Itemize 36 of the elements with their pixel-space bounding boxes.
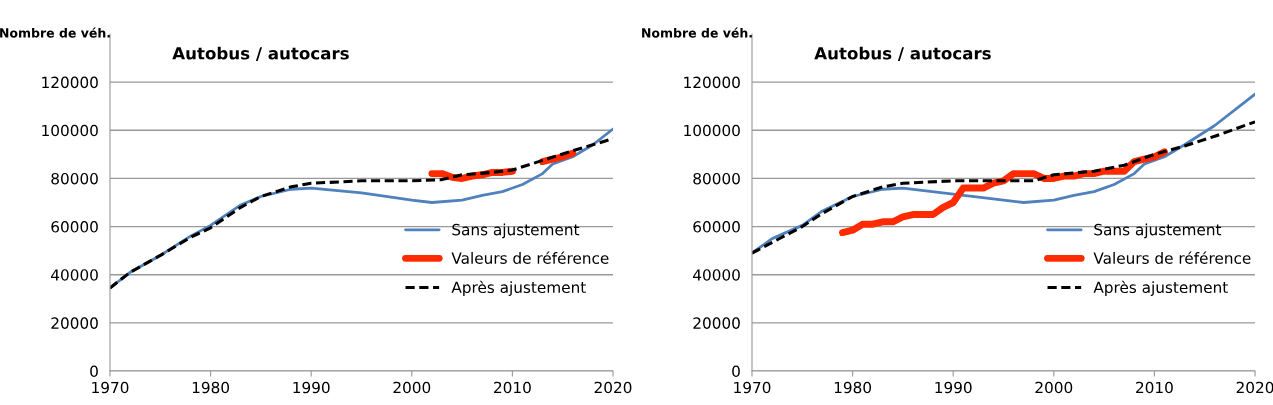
y-tick-label: 20000	[51, 317, 98, 329]
y-tick-label: 120000	[42, 76, 98, 89]
x-tick-label: 2020	[594, 381, 632, 394]
y-tick-label: 20000	[693, 317, 740, 329]
legend-label: Après ajustement	[451, 280, 586, 297]
y-tick-label: 100000	[42, 124, 98, 137]
x-tick-label: 1990	[293, 381, 330, 394]
x-tick-label: 1980	[834, 381, 872, 394]
text: Autobus / autocars	[172, 46, 349, 61]
y-tick-label: 60000	[51, 221, 98, 233]
y-axis-title: Nombre de véh.	[642, 27, 752, 38]
x-tick-label: 2010	[494, 381, 531, 394]
y-tick-label: 40000	[51, 269, 98, 281]
y-tick-label: 80000	[51, 172, 98, 185]
y-tick-label: 60000	[693, 221, 740, 233]
y-tick-label: 0	[732, 365, 740, 378]
y-tick-label: 100000	[684, 124, 740, 137]
legend-label: Valeurs de référence	[451, 251, 609, 264]
y-tick-label: 0	[90, 365, 98, 378]
x-tick-label: 1970	[734, 381, 771, 394]
x-tick-label: 1970	[92, 381, 129, 394]
x-tick-label: 1990	[935, 381, 972, 394]
legend-label: Sans ajustement	[1094, 223, 1222, 239]
legend-label: Après ajustement	[1093, 280, 1228, 297]
y-tick-label: 80000	[693, 172, 740, 185]
legend-label: Valeurs de référence	[1093, 251, 1251, 264]
legend-label: Sans ajustement	[452, 223, 580, 239]
x-tick-label: 2000	[393, 381, 431, 394]
x-tick-label: 2020	[1236, 381, 1273, 394]
x-tick-label: 2010	[1136, 381, 1173, 394]
y-axis-title: Nombre de véh.	[0, 27, 110, 38]
x-tick-label: 1980	[192, 381, 230, 394]
y-tick-label: 120000	[684, 76, 740, 89]
text: Autobus / autocars	[814, 46, 991, 61]
x-tick-label: 2000	[1035, 381, 1073, 394]
y-tick-label: 40000	[693, 269, 740, 281]
